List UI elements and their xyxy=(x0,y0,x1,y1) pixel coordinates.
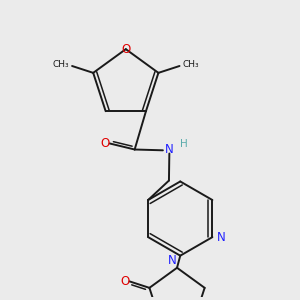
Text: O: O xyxy=(100,137,110,150)
Text: O: O xyxy=(120,275,130,288)
Text: CH₃: CH₃ xyxy=(183,60,200,69)
Text: N: N xyxy=(167,254,176,267)
Text: H: H xyxy=(180,139,188,149)
Text: CH₃: CH₃ xyxy=(52,60,69,69)
Text: N: N xyxy=(216,231,225,244)
Text: N: N xyxy=(165,143,174,156)
Text: O: O xyxy=(121,43,130,56)
